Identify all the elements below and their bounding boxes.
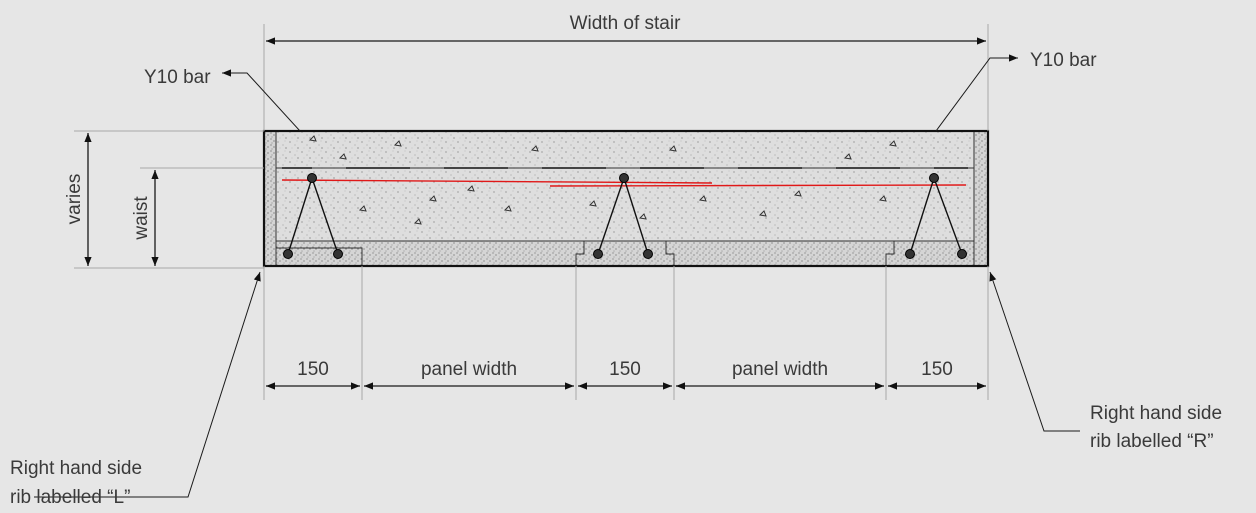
rib-r-leader xyxy=(989,271,1080,432)
rib-l-leader xyxy=(34,271,261,498)
y10-bar-left-label: Y10 bar xyxy=(144,67,211,88)
rib-bottom-zone xyxy=(264,241,988,266)
rib-r-line1: Right hand side xyxy=(1090,403,1222,424)
rebar-circles xyxy=(283,173,967,259)
extension-lines xyxy=(74,24,989,400)
dim-150-right: 150 xyxy=(921,359,953,380)
panel-width-right: panel width xyxy=(732,359,828,380)
rib-l-line1: Right hand side xyxy=(10,458,142,479)
slab-section xyxy=(262,129,990,268)
right-edge-zone xyxy=(974,131,988,266)
width-of-stair-label: Width of stair xyxy=(570,13,682,34)
panel-width-left: panel width xyxy=(421,359,517,380)
varies-label: varies xyxy=(64,174,85,225)
y10-bar-right-leader xyxy=(935,54,1018,132)
red-rebar-left xyxy=(281,179,713,184)
right-rib-notch xyxy=(885,241,895,266)
left-rib-notch xyxy=(275,241,363,266)
y10-bar-right-label: Y10 bar xyxy=(1030,50,1097,71)
middle-rib-notch xyxy=(575,241,675,266)
slab-outline xyxy=(262,129,990,268)
rib-r-line2: rib labelled “R” xyxy=(1090,431,1214,452)
aggregate-marks xyxy=(308,135,897,225)
left-edge-zone xyxy=(264,131,276,266)
dim-150-middle: 150 xyxy=(609,359,641,380)
rib-l-line2: rib labelled “L” xyxy=(10,487,130,508)
dim-150-left: 150 xyxy=(297,359,329,380)
waist-label: waist xyxy=(131,196,152,241)
red-rebar-right xyxy=(549,184,967,187)
y10-bar-left-leader xyxy=(222,69,301,132)
